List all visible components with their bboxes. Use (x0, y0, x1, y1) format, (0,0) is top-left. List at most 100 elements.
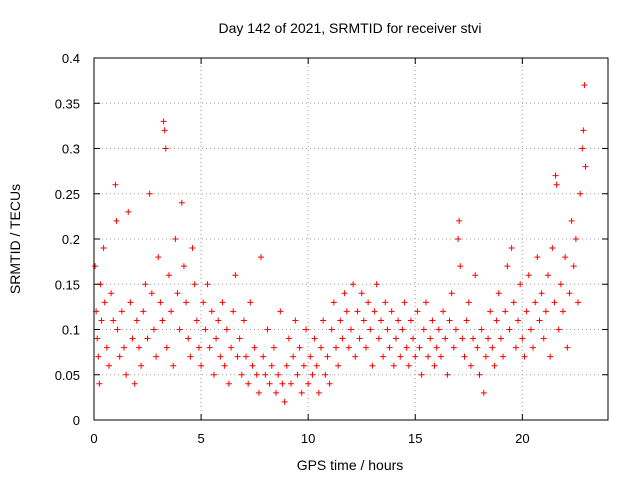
data-point (365, 299, 372, 306)
data-point (422, 299, 429, 306)
data-point (260, 353, 267, 360)
data-point (127, 299, 134, 306)
data-point (549, 245, 556, 252)
data-point (403, 344, 410, 351)
data-point (174, 290, 181, 297)
data-point (249, 362, 256, 369)
data-point (420, 326, 427, 333)
data-point (138, 362, 145, 369)
data-point (356, 335, 363, 342)
data-point (343, 308, 350, 315)
data-point (429, 317, 436, 324)
data-point (176, 326, 183, 333)
data-point (519, 335, 526, 342)
data-point (536, 317, 543, 324)
data-point (268, 362, 275, 369)
y-tick-label: 0.15 (55, 277, 80, 292)
data-point (369, 362, 376, 369)
data-point (461, 353, 468, 360)
data-point (170, 362, 177, 369)
data-point (210, 371, 217, 378)
data-point (497, 335, 504, 342)
data-point (566, 290, 573, 297)
data-point (350, 281, 357, 288)
data-point (362, 344, 369, 351)
y-tick-label: 0.3 (62, 142, 80, 157)
data-point (371, 308, 378, 315)
data-point (120, 344, 127, 351)
y-tick-label: 0.1 (62, 323, 80, 338)
data-point (427, 335, 434, 342)
data-point (527, 326, 534, 333)
data-point (493, 317, 500, 324)
data-point (290, 353, 297, 360)
data-point (330, 299, 337, 306)
data-point (279, 380, 286, 387)
data-point (288, 380, 295, 387)
data-point (388, 308, 395, 315)
data-point (478, 326, 485, 333)
data-point (243, 353, 250, 360)
data-point (187, 353, 194, 360)
data-point (352, 353, 359, 360)
y-tick-label: 0 (73, 413, 80, 428)
data-point (129, 335, 136, 342)
data-point (159, 317, 166, 324)
data-point (538, 290, 545, 297)
data-point (405, 362, 412, 369)
data-point (180, 263, 187, 270)
data-point (155, 254, 162, 261)
data-point (320, 317, 327, 324)
data-point (281, 398, 288, 405)
data-point (103, 344, 110, 351)
data-point (94, 335, 101, 342)
data-point (476, 371, 483, 378)
data-points (92, 82, 589, 405)
data-point (165, 272, 172, 279)
data-point (251, 344, 258, 351)
data-point (215, 317, 222, 324)
data-point (500, 353, 507, 360)
data-point (230, 308, 237, 315)
data-point (324, 353, 331, 360)
data-point (146, 190, 153, 197)
data-point (392, 335, 399, 342)
data-point (540, 335, 547, 342)
data-point (318, 344, 325, 351)
chart-title: Day 142 of 2021, SRMTID for receiver stv… (219, 20, 482, 36)
data-point (532, 299, 539, 306)
data-point (150, 326, 157, 333)
data-point (113, 217, 120, 224)
data-point (125, 208, 132, 215)
data-point (568, 217, 575, 224)
data-point (508, 245, 515, 252)
data-point (465, 299, 472, 306)
data-point (457, 263, 464, 270)
data-point (112, 181, 119, 188)
data-point (517, 281, 524, 288)
data-point (416, 344, 423, 351)
data-point (198, 362, 205, 369)
data-point (354, 308, 361, 315)
data-point (444, 371, 451, 378)
data-point (581, 82, 588, 89)
data-point (463, 317, 470, 324)
data-point (296, 344, 303, 351)
data-point (399, 326, 406, 333)
data-point (489, 344, 496, 351)
data-point (148, 290, 155, 297)
data-point (142, 281, 149, 288)
data-point (579, 145, 586, 152)
data-point (418, 371, 425, 378)
data-point (455, 236, 462, 242)
data-point (219, 299, 226, 306)
data-point (562, 254, 569, 261)
data-point (542, 308, 549, 315)
data-point (442, 335, 449, 342)
data-point (223, 326, 230, 333)
data-point (258, 254, 265, 261)
data-point (491, 362, 498, 369)
data-point (437, 353, 444, 360)
